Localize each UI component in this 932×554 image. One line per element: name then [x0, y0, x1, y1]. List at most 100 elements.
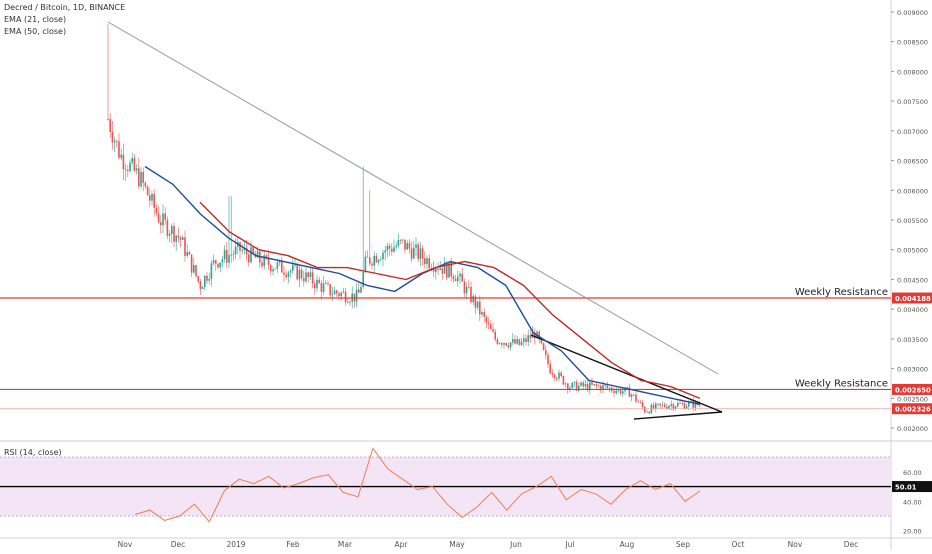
- candle-body: [212, 260, 215, 264]
- candle-body: [135, 168, 138, 171]
- candle-body: [452, 276, 455, 280]
- candle-body: [182, 237, 184, 240]
- candle-body: [250, 247, 252, 263]
- candle-body: [380, 259, 382, 261]
- candle-body: [111, 131, 114, 143]
- candle-body: [534, 332, 536, 339]
- candle-body: [556, 377, 558, 379]
- x-tick-label: Dec: [844, 540, 859, 549]
- x-tick-label: Apr: [395, 540, 409, 549]
- candle-body: [305, 272, 307, 282]
- candle-body: [558, 372, 560, 379]
- candle-body: [538, 331, 540, 340]
- candle-body: [602, 385, 604, 391]
- candle-body: [186, 252, 188, 256]
- candle-body: [496, 339, 499, 344]
- candle-body: [589, 382, 591, 391]
- weekly-resistance-label-lower: Weekly Resistance: [795, 378, 888, 389]
- candle-body: [133, 158, 136, 171]
- candle-body: [683, 403, 686, 409]
- candle-body: [408, 243, 411, 249]
- candle-body: [626, 387, 628, 389]
- candle-body: [580, 382, 582, 386]
- candle-body: [256, 251, 259, 258]
- candle-body: [470, 286, 472, 303]
- candle-body: [206, 275, 208, 281]
- candle-body: [160, 222, 162, 226]
- candle-body: [655, 403, 657, 409]
- candle-body: [505, 343, 507, 346]
- candle-body: [459, 273, 461, 277]
- ema50-legend[interactable]: EMA (50, close): [4, 27, 67, 36]
- rsi-legend[interactable]: RSI (14, close): [4, 448, 62, 457]
- x-tick-label: Jun: [509, 540, 522, 549]
- candle-body: [120, 154, 122, 158]
- candle-body: [417, 244, 419, 259]
- candle-body: [608, 387, 611, 389]
- x-tick-label: Mar: [338, 540, 353, 549]
- candle-body: [197, 275, 199, 282]
- candle-body: [190, 254, 193, 273]
- candle-body: [395, 245, 397, 248]
- candle-body: [622, 391, 624, 394]
- candle-body: [340, 292, 342, 297]
- candle-body: [342, 291, 345, 293]
- candle-body: [615, 390, 617, 394]
- candle-body: [501, 343, 503, 345]
- candle-body: [369, 257, 371, 264]
- candle-body: [336, 290, 338, 294]
- candle-body: [129, 162, 131, 172]
- candle-body: [597, 385, 600, 387]
- y-tick-label: 0.004000: [897, 306, 928, 314]
- x-tick-label: Feb: [286, 540, 300, 549]
- candle-body: [465, 286, 468, 294]
- candle-body: [193, 265, 195, 273]
- candle-body: [113, 140, 116, 143]
- candle-body: [127, 170, 129, 172]
- candle-body: [223, 249, 226, 260]
- candle-body: [635, 394, 637, 402]
- candle-body: [314, 283, 316, 289]
- candle-body: [386, 245, 389, 251]
- candle-body: [325, 283, 327, 285]
- candle-body: [375, 255, 378, 263]
- badge-resistance-lower-text: 0.002650: [895, 386, 931, 394]
- candle-body: [124, 169, 127, 171]
- candle-body: [210, 263, 213, 279]
- y-tick-label: 0.008500: [897, 39, 928, 47]
- candle-body: [221, 259, 224, 263]
- candle-body: [679, 402, 681, 404]
- candle-body: [613, 390, 615, 394]
- candle-body: [483, 312, 485, 317]
- candle-body: [479, 301, 481, 315]
- candle-body: [512, 338, 514, 343]
- candle-body: [674, 406, 677, 409]
- candle-body: [549, 364, 551, 374]
- ema50-line: [199, 201, 701, 400]
- rsi-tick-label: 60.00: [903, 469, 922, 477]
- candle-body: [659, 403, 661, 406]
- symbol-legend[interactable]: Decred / Bitcoin, 1D, BINANCE: [4, 3, 126, 12]
- candle-body: [586, 383, 589, 391]
- candle-body: [551, 373, 554, 375]
- candle-body: [633, 394, 635, 396]
- candle-body: [542, 343, 545, 350]
- candle-body: [261, 262, 263, 267]
- candle-body: [503, 343, 505, 345]
- candle-body: [234, 246, 237, 255]
- candle-body: [562, 375, 565, 385]
- candle-body: [661, 404, 664, 406]
- candle-body: [600, 385, 602, 391]
- ema21-legend[interactable]: EMA (21, close): [4, 15, 67, 24]
- candle-body: [547, 354, 549, 365]
- candle-body: [426, 258, 428, 265]
- candle-body: [270, 265, 272, 272]
- candle-body: [164, 213, 166, 220]
- candle-body: [457, 276, 459, 282]
- rsi-pane: [0, 447, 891, 523]
- candle-body: [569, 387, 571, 390]
- candle-body: [657, 403, 659, 405]
- candle-body: [316, 279, 318, 289]
- candle-body: [289, 270, 292, 273]
